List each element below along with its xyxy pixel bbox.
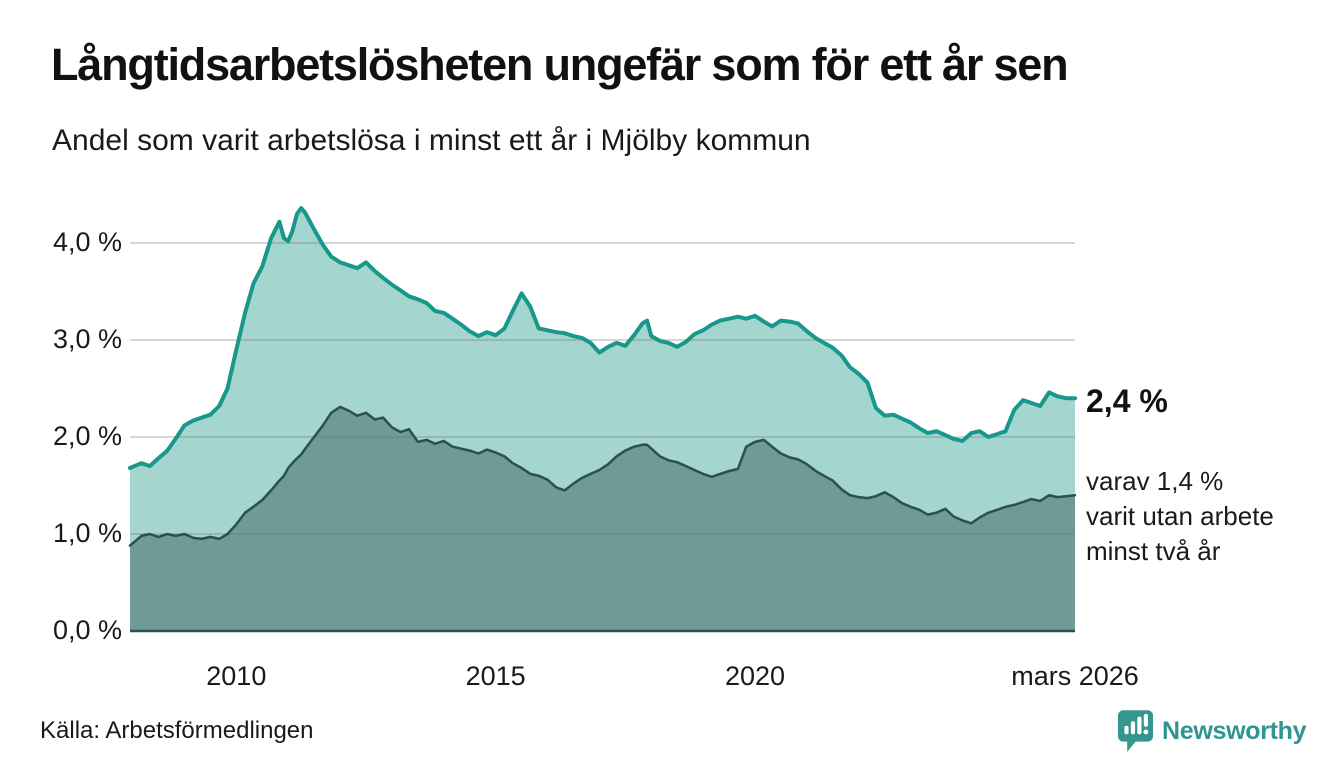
x-axis-label-2010: 2010 [206, 661, 267, 691]
annotation-line-2: varit utan arbete [1086, 501, 1274, 532]
y-axis-label-0: 0,0 % [52, 615, 122, 645]
x-axis-label-mars-2026: mars 2026 [1011, 661, 1139, 691]
secondary-value-annotation: varav 1,4 % varit utan arbete minst två … [1086, 464, 1274, 569]
series-area-0 [130, 208, 1075, 631]
chart-title: Långtidsarbetslösheten ungefär som för e… [51, 39, 1069, 90]
brand-name: Newsworthy [1162, 716, 1307, 745]
series-line-1 [128, 405, 1077, 547]
x-axis-label-2020: 2020 [724, 661, 786, 691]
y-axis-label-2: 2,0 % [52, 421, 122, 451]
annotation-line-3: minst två år [1086, 536, 1221, 567]
chart-subtitle: Andel som varit arbetslösa i minst ett å… [52, 124, 811, 157]
y-axis-label-3: 3,0 % [52, 324, 122, 354]
newsworthy-logo-icon [1117, 709, 1154, 753]
annotation-line-1: varav 1,4 % [1086, 466, 1224, 497]
newsworthy-brand: Newsworthy [1117, 709, 1307, 753]
x-axis-label-2015: 2015 [465, 661, 526, 691]
source-note: Källa: Arbetsförmedlingen [40, 717, 314, 744]
series-area-1 [130, 406, 1075, 631]
y-axis-label-1: 1,0 % [52, 518, 122, 548]
series-line-0 [128, 206, 1077, 470]
latest-value-label: 2,4 % [1086, 383, 1168, 420]
y-axis-label-4: 4,0 % [52, 227, 122, 257]
